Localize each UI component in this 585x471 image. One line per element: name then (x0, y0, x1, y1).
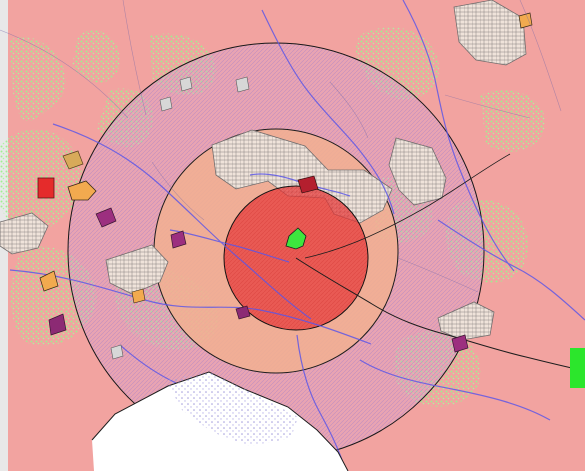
orange-parcel (67, 180, 97, 201)
red-parcel (37, 177, 55, 199)
center-site[interactable] (285, 227, 307, 250)
legend-swatch-right[interactable] (570, 348, 585, 388)
built-up-blocks (0, 0, 527, 341)
